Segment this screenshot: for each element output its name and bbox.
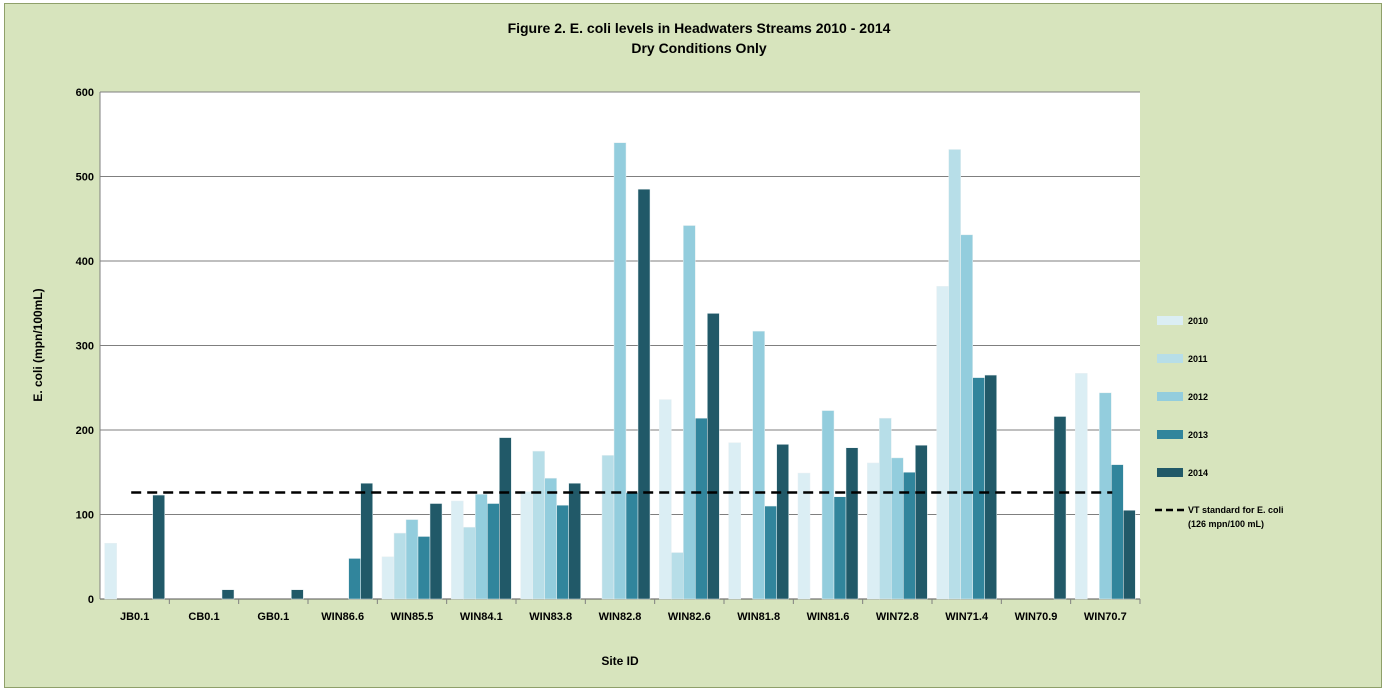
bar-2014-WIN82.6 (707, 313, 720, 600)
chart-title-line1: Figure 2. E. coli levels in Headwaters S… (508, 20, 891, 36)
y-tick-label: 400 (76, 256, 94, 268)
bar-2012-WIN85.5 (405, 519, 419, 600)
legend-label: 2011 (1188, 354, 1208, 364)
legend-swatch-2010 (1157, 316, 1183, 325)
bar-2011-WIN83.8 (532, 450, 545, 600)
bar-2014-WIN71.4 (984, 374, 997, 600)
bar-2013-WIN84.1 (487, 503, 500, 600)
x-tick-label: WIN82.8 (599, 611, 642, 623)
bar-2010-WIN81.6 (797, 472, 811, 600)
x-axis-label: Site ID (601, 654, 639, 668)
y-tick-labels: 0 100 200 300 400 500 600 (76, 87, 94, 606)
x-tick-label: WIN86.6 (321, 611, 364, 623)
x-tick-label: WIN81.8 (737, 611, 780, 623)
bar-2012-WIN84.1 (475, 493, 488, 600)
bar-2012-WIN71.4 (960, 234, 973, 600)
bar-2014-WIN86.6 (360, 482, 373, 600)
bar-2012-WIN83.8 (544, 477, 557, 600)
bar-2014-WIN70.7 (1123, 510, 1136, 600)
bar-2014-WIN70.9 (1053, 416, 1067, 600)
legend-label-reference: VT standard for E. coli (126 mpn/100 mL) (1188, 505, 1284, 529)
bar-2011-WIN85.5 (393, 532, 407, 600)
bar-2014-WIN81.6 (845, 447, 859, 600)
x-tick-label: WIN82.6 (668, 611, 711, 623)
x-tick-label: JB0.1 (120, 611, 149, 623)
bar-2014-GB0.1 (291, 589, 304, 600)
bar-2011-WIN72.8 (879, 417, 892, 600)
legend-swatch-2012 (1157, 392, 1183, 401)
y-tick-label: 600 (76, 87, 94, 99)
bar-2010-WIN71.4 (936, 286, 949, 600)
bar-2014-WIN83.8 (568, 482, 581, 600)
x-tick-label: CB0.1 (188, 611, 219, 623)
bar-2012-WIN72.8 (891, 457, 904, 600)
bar-2010-WIN85.5 (381, 556, 395, 600)
bar-2011-WIN71.4 (948, 149, 961, 600)
bar-2014-WIN82.8 (637, 188, 651, 600)
x-tick-label: WIN70.9 (1015, 611, 1058, 623)
bar-2010-WIN83.8 (520, 491, 533, 600)
bar-2010-JB0.1 (104, 542, 117, 600)
legend-label: 2013 (1188, 430, 1208, 440)
bar-2013-WIN85.5 (417, 536, 431, 600)
legend-swatch-2011 (1157, 354, 1183, 363)
x-tick-label: WIN70.7 (1084, 611, 1127, 623)
bar-2013-WIN83.8 (556, 504, 569, 600)
bar-2012-WIN82.8 (613, 142, 627, 600)
x-tick-label: GB0.1 (257, 611, 289, 623)
bar-2012-WIN70.7 (1099, 392, 1112, 600)
bar-2013-WIN81.6 (833, 496, 847, 600)
bar-2013-WIN86.6 (348, 558, 361, 600)
bar-2014-WIN84.1 (499, 437, 512, 600)
x-tick-label: WIN83.8 (529, 611, 572, 623)
bar-2010-WIN84.1 (451, 500, 464, 600)
x-tick-label: WIN71.4 (945, 611, 989, 623)
bar-2012-WIN81.8 (752, 330, 765, 600)
y-tick-label: 100 (76, 510, 94, 522)
bar-2013-WIN71.4 (972, 377, 985, 600)
legend-label: 2010 (1188, 316, 1208, 326)
x-tick-label: WIN72.8 (876, 611, 919, 623)
bar-2014-WIN72.8 (915, 444, 928, 600)
bar-2010-WIN70.7 (1075, 373, 1088, 600)
bar-2013-WIN82.8 (625, 492, 639, 600)
x-tick-labels: JB0.1 CB0.1 GB0.1 WIN86.6 WIN85.5 WIN84.1 WIN8… (120, 611, 1127, 623)
y-tick-label: 500 (76, 172, 94, 184)
bar-2010-WIN82.6 (659, 399, 672, 600)
x-tick-label: WIN81.6 (807, 611, 850, 623)
bar-2011-WIN82.6 (671, 552, 684, 600)
x-tick-label: WIN84.1 (460, 611, 503, 623)
bar-2010-WIN81.8 (728, 442, 741, 600)
chart-title-line2: Dry Conditions Only (631, 40, 767, 56)
bar-2012-WIN81.6 (821, 410, 835, 600)
bar-2013-WIN82.6 (695, 417, 708, 600)
bar-2013-WIN72.8 (903, 472, 916, 600)
bar-2014-WIN85.5 (429, 503, 443, 600)
y-tick-label: 200 (76, 425, 94, 437)
y-tick-label: 0 (88, 594, 94, 606)
bar-2013-WIN70.7 (1111, 464, 1124, 600)
y-axis-label: E. coli (mpn/100mL) (31, 288, 45, 401)
x-tick-label: WIN85.5 (391, 611, 434, 623)
legend-label: 2014 (1188, 468, 1208, 478)
bar-2012-WIN82.6 (683, 225, 696, 600)
legend-label: 2012 (1188, 392, 1208, 402)
bar-2014-WIN81.8 (776, 444, 789, 600)
legend-swatch-2013 (1157, 430, 1183, 439)
bar-2011-WIN84.1 (463, 526, 476, 600)
bar-2014-CB0.1 (221, 589, 235, 600)
bar-2013-WIN81.8 (764, 505, 777, 600)
legend: 2010 2011 2012 2013 2014 VT standard for E. c… (1155, 316, 1284, 529)
y-tick-label: 300 (76, 341, 94, 353)
bar-2010-WIN72.8 (867, 462, 880, 600)
bar-2011-WIN82.8 (601, 455, 615, 600)
bar-2014-JB0.1 (152, 494, 165, 600)
legend-swatch-2014 (1157, 468, 1183, 477)
